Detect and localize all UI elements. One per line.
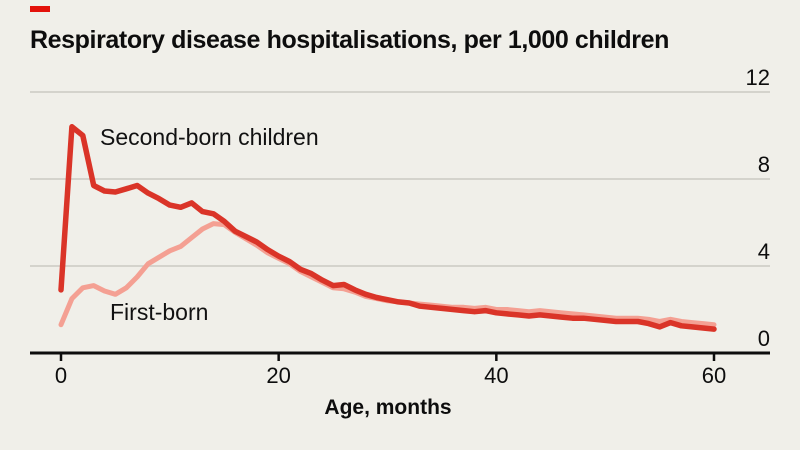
x-tick-label-60: 60 <box>702 363 726 388</box>
x-tick-label-40: 40 <box>484 363 508 388</box>
second-born-children-line <box>58 124 717 332</box>
y-tick-label-4: 4 <box>758 239 770 264</box>
x-tick-label-0: 0 <box>55 363 67 388</box>
y-tick-label-0: 0 <box>758 326 770 351</box>
second-born-series-label: Second-born children <box>100 124 319 150</box>
y-tick-label-8: 8 <box>758 152 770 177</box>
first-born-series-label: First-born <box>110 299 209 325</box>
x-axis-title: Age, months <box>324 396 452 419</box>
chart-title: Respiratory disease hospitalisations, pe… <box>30 26 669 54</box>
brand-accent-mark <box>30 6 50 12</box>
x-tick-label-20: 20 <box>266 363 290 388</box>
y-tick-label-12: 12 <box>746 65 770 90</box>
